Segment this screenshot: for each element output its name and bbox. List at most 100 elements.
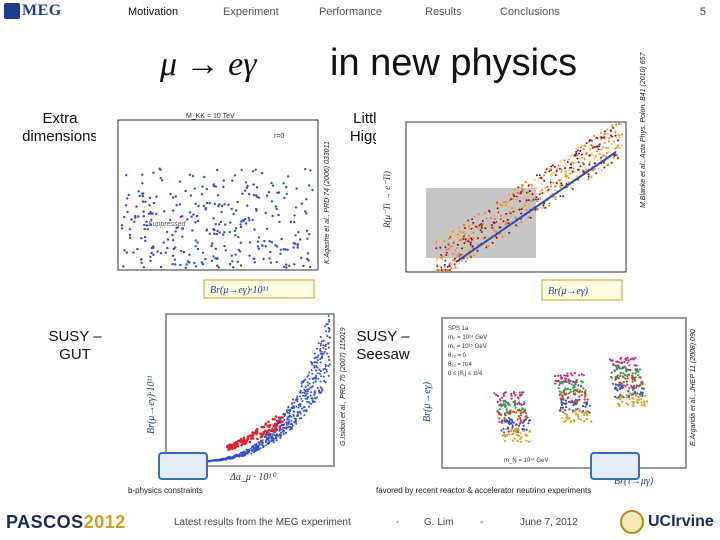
- ed-point: [155, 212, 158, 216]
- lh-point: [457, 256, 459, 259]
- nav-conclusions[interactable]: Conclusions: [500, 6, 560, 18]
- lh-point: [549, 187, 551, 190]
- lh-point: [563, 159, 566, 162]
- ed-point: [202, 204, 206, 208]
- ss-point: [500, 421, 504, 424]
- lh-point: [469, 243, 472, 246]
- nav-results[interactable]: Results: [425, 6, 462, 18]
- lh-point: [607, 146, 610, 149]
- ed-point: [204, 206, 207, 210]
- nav-experiment[interactable]: Experiment: [223, 6, 279, 18]
- lh-point: [603, 166, 606, 169]
- lh-point: [581, 156, 584, 159]
- lh-point: [448, 242, 451, 245]
- ss-point: [515, 411, 518, 414]
- ss-point: [517, 424, 521, 427]
- sg-point: [324, 381, 327, 384]
- lh-point: [485, 217, 488, 220]
- lh-point: [450, 262, 453, 265]
- lh-point: [488, 241, 491, 244]
- ed-point: [304, 210, 307, 213]
- lh-point: [571, 170, 574, 173]
- ed-point: [241, 219, 245, 222]
- lh-point: [485, 246, 488, 249]
- sg-point: [328, 330, 330, 333]
- ed-legend-mkk: M_KK = 10 TeV: [186, 113, 235, 120]
- meg-logo: MEG: [4, 2, 62, 20]
- ss-point: [525, 414, 528, 418]
- ss-point: [514, 394, 517, 397]
- nav-performance[interactable]: Performance: [319, 6, 382, 18]
- ss-point: [573, 389, 576, 392]
- sg-point: [234, 454, 237, 457]
- ss-point: [520, 436, 523, 439]
- lh-point: [519, 192, 522, 195]
- ss-point: [578, 407, 581, 410]
- lh-point: [494, 218, 497, 221]
- ss-point: [643, 402, 646, 405]
- lh-point: [587, 175, 590, 178]
- sg-point: [282, 430, 285, 433]
- ss-point: [528, 430, 531, 433]
- lh-point: [517, 206, 520, 209]
- lh-xaxis-label: Br(μ→eγ): [548, 286, 589, 297]
- lh-point: [495, 236, 498, 239]
- lh-point: [514, 187, 517, 190]
- lh-point: [596, 159, 599, 162]
- ed-point: [257, 196, 261, 199]
- lh-point: [477, 226, 480, 229]
- ss-point: [517, 434, 520, 437]
- ed-point: [164, 251, 168, 254]
- ed-point: [175, 204, 178, 207]
- sg-point: [296, 413, 299, 416]
- lh-point: [499, 203, 502, 206]
- nav-motivation[interactable]: Motivation: [128, 6, 179, 18]
- ed-point: [120, 227, 124, 230]
- lh-point: [598, 143, 601, 146]
- ss-point: [622, 384, 625, 387]
- sg-point: [315, 374, 318, 377]
- lh-point: [488, 210, 491, 213]
- uci-logo: UCIrvine: [620, 510, 714, 536]
- ed-point: [212, 228, 215, 231]
- ss-point: [640, 382, 643, 385]
- ed-point: [152, 201, 156, 205]
- lh-point: [453, 230, 456, 233]
- ed-point: [159, 265, 163, 269]
- lh-point: [480, 227, 483, 229]
- ss-point: [619, 367, 622, 370]
- lh-point: [579, 145, 582, 148]
- sg-point: [242, 452, 245, 455]
- ed-point: [204, 257, 207, 261]
- ed-legend-r: r=0: [274, 133, 284, 140]
- lh-point: [606, 132, 609, 135]
- lh-point: [542, 192, 545, 195]
- ed-point: [255, 209, 258, 212]
- ed-point: [280, 237, 283, 241]
- footer-separator-1: -: [396, 517, 400, 528]
- sg-point: [315, 356, 318, 359]
- sg-point: [327, 315, 330, 317]
- lh-point: [511, 192, 514, 195]
- ss-point: [569, 420, 573, 423]
- ed-point: [247, 216, 250, 220]
- lh-point: [521, 206, 524, 209]
- sg-point: [304, 378, 307, 381]
- lh-point: [602, 153, 605, 156]
- sg-point: [315, 365, 318, 368]
- ed-point: [278, 220, 281, 223]
- sg-point: [303, 414, 306, 417]
- ss-point: [611, 382, 615, 385]
- lh-point: [612, 156, 615, 159]
- lh-point: [470, 238, 473, 241]
- ed-point: [144, 239, 147, 243]
- lh-point: [458, 239, 461, 241]
- lh-point: [588, 141, 590, 144]
- lh-point: [545, 186, 548, 189]
- sg-point: [255, 449, 258, 452]
- lh-point: [600, 136, 603, 139]
- lh-point: [502, 214, 505, 217]
- ed-point: [232, 212, 235, 216]
- ed-point: [194, 239, 197, 242]
- ed-point: [231, 179, 234, 182]
